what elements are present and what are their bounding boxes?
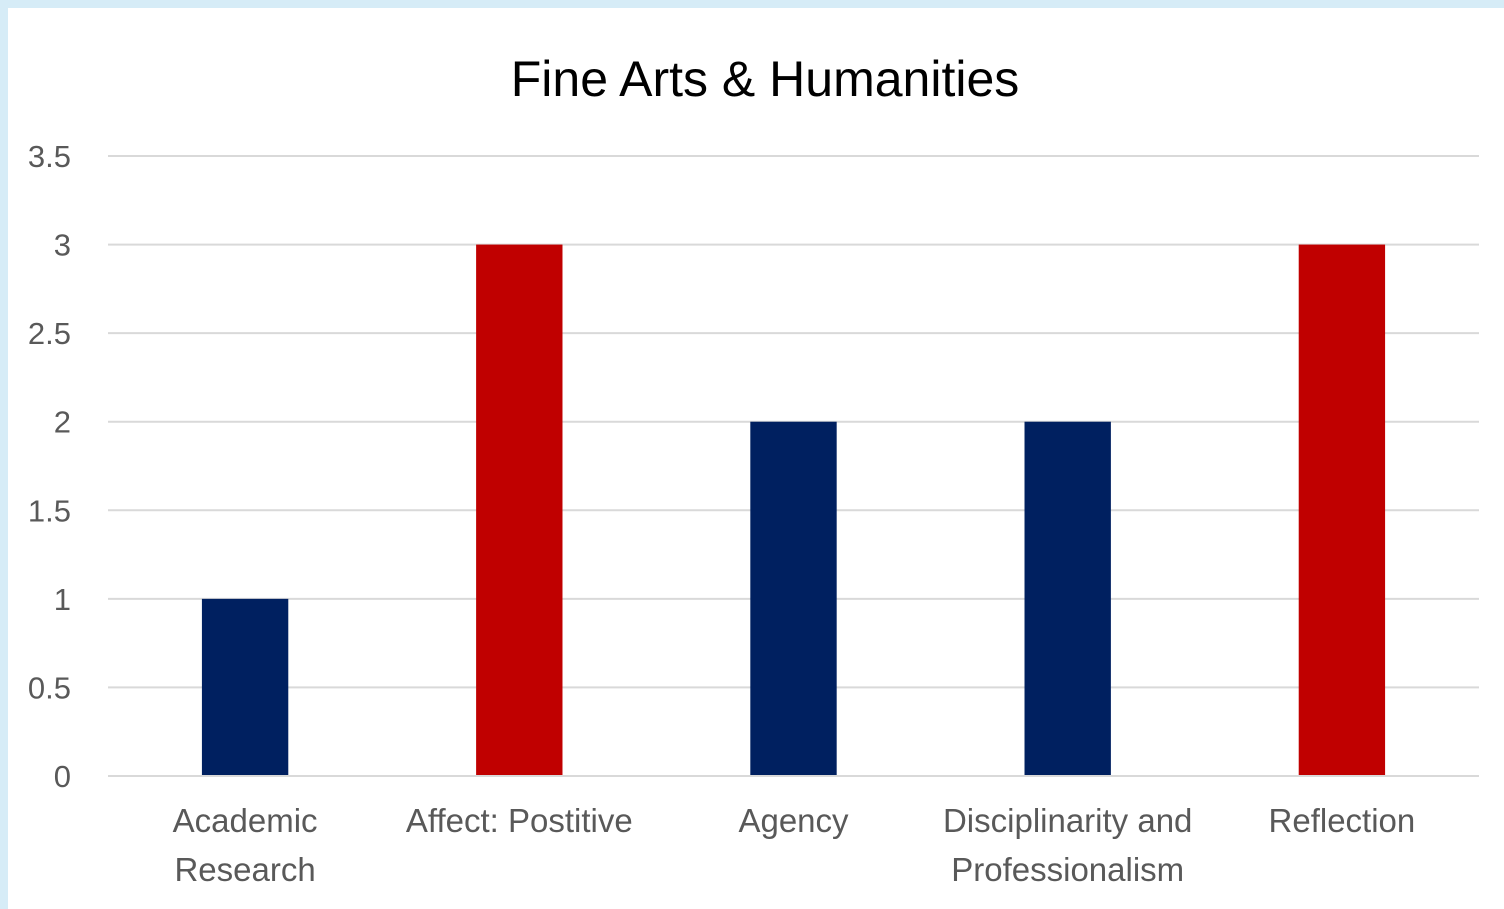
bar	[1024, 421, 1111, 776]
x-category-label-line: Academic	[173, 802, 318, 839]
bar	[1298, 244, 1386, 777]
x-category-label-line: Agency	[738, 802, 849, 839]
x-category-label-line: Affect: Postitive	[406, 802, 633, 839]
x-category-label: Academic Research	[173, 802, 318, 888]
y-tick-label: 0.5	[28, 670, 71, 705]
y-tick-label: 2	[54, 405, 71, 440]
y-tick-label: 3	[54, 228, 71, 263]
x-category-label-line: Research	[174, 851, 315, 888]
x-axis-categories: Academic Research Affect: Postitive Agency D…	[173, 802, 1416, 888]
x-category-label: Reflection	[1269, 802, 1416, 839]
bar	[750, 421, 837, 776]
chart-title: Fine Arts & Humanities	[511, 51, 1020, 107]
x-category-label-line: Disciplinarity and	[943, 802, 1192, 839]
x-category-label: Agency	[738, 802, 849, 839]
bars	[201, 244, 1386, 777]
y-axis-ticks: 0 0.5 1 1.5 2 2.5 3 3.5	[28, 139, 71, 794]
x-category-label: Affect: Postitive	[406, 802, 633, 839]
chart-frame: Fine Arts & Humanities 0 0.5 1 1.5 2 2.5 3 3.5 …	[8, 8, 1504, 909]
y-tick-label: 2.5	[28, 316, 71, 351]
y-tick-label: 0	[54, 759, 71, 794]
bar	[476, 244, 563, 777]
bar	[201, 598, 289, 776]
y-tick-label: 1	[54, 582, 71, 617]
y-tick-label: 1.5	[28, 493, 71, 528]
x-category-label-line: Reflection	[1269, 802, 1416, 839]
y-tick-label: 3.5	[28, 139, 71, 174]
bar-chart: Fine Arts & Humanities 00.511.522.533.5 …	[28, 51, 1479, 888]
x-category-label: Disciplinarity and Professionalism	[943, 802, 1192, 888]
x-category-label-line: Professionalism	[951, 851, 1184, 888]
